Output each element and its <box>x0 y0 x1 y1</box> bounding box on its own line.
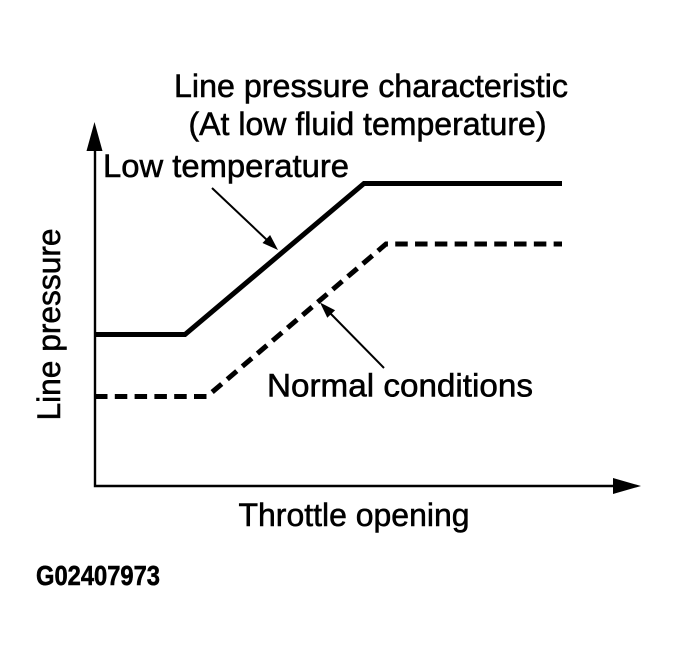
svg-text:Throttle opening: Throttle opening <box>239 497 470 533</box>
svg-text:(At low fluid temperature): (At low fluid temperature) <box>189 106 547 142</box>
svg-text:Line pressure characteristic: Line pressure characteristic <box>174 68 568 104</box>
svg-text:G02407973: G02407973 <box>36 560 160 591</box>
svg-text:Low temperature: Low temperature <box>103 148 349 184</box>
svg-text:Normal conditions: Normal conditions <box>267 368 533 404</box>
svg-text:Line pressure: Line pressure <box>31 229 67 421</box>
